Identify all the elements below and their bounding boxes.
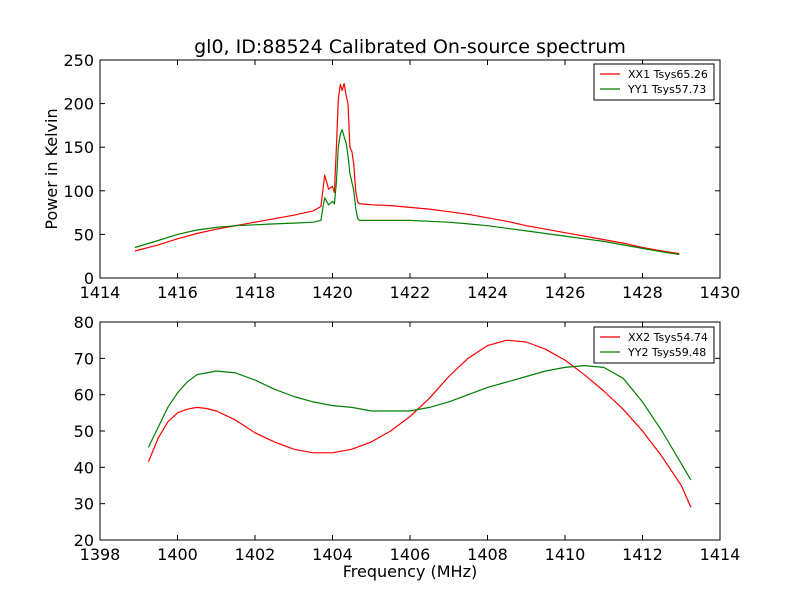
x-tick-label: 1426: [545, 283, 586, 302]
y-tick-label: 250: [63, 51, 94, 70]
y-tick-label: 200: [63, 95, 94, 114]
legend-box: [593, 63, 715, 101]
plot-frame: [99, 59, 721, 279]
y-tick-label: 80: [74, 313, 94, 332]
x-tick-label: 1402: [235, 545, 276, 564]
x-tick-label: 1428: [622, 283, 663, 302]
series-line-xx: [147, 339, 692, 508]
legend: XX1 Tsys65.26 YY1 Tsys57.73: [593, 63, 715, 101]
x-tick-label: 1412: [622, 545, 663, 564]
legend: XX2 Tsys54.74 YY2 Tsys59.48: [593, 326, 715, 364]
y-tick-label: 50: [74, 422, 94, 441]
x-tick-label: 1414: [700, 545, 741, 564]
series-line-yy: [147, 365, 692, 481]
x-tick-label: 1408: [467, 545, 508, 564]
top-panel: 1414 1416 1418 1420 1422 1424 1426 1428 1430 0 50 1…: [42, 51, 740, 302]
x-tick-label: 1400: [157, 545, 198, 564]
legend-entry: XX1 Tsys65.26: [628, 68, 708, 81]
series-line-yy: [134, 129, 680, 256]
x-tick-label: 1420: [312, 283, 353, 302]
legend-entry: YY2 Tsys59.48: [627, 346, 706, 359]
x-tick-label: 1416: [157, 283, 198, 302]
series-line-xx: [134, 82, 680, 255]
y-tick-label: 150: [63, 138, 94, 157]
y-tick-label: 70: [74, 349, 94, 368]
y-axis-label: Power in Kelvin: [42, 108, 61, 229]
y-tick-label: 40: [74, 458, 94, 477]
y-tick-label: 60: [74, 386, 94, 405]
chart-title: gl0, ID:88524 Calibrated On-source spect…: [194, 36, 626, 58]
x-tick-label: 1422: [390, 283, 431, 302]
y-tick-label: 30: [74, 495, 94, 514]
y-tick-label: 20: [74, 531, 94, 550]
x-tick-label: 1404: [312, 545, 353, 564]
x-tick-label: 1418: [235, 283, 276, 302]
x-tick-label: 1410: [545, 545, 586, 564]
x-tick-label: 1406: [390, 545, 431, 564]
legend-entry: YY1 Tsys57.73: [627, 83, 706, 96]
y-tick-label: 0: [84, 269, 94, 288]
plot-frame: [99, 321, 721, 541]
x-tick-label: 1430: [700, 283, 741, 302]
y-tick-label: 50: [74, 225, 94, 244]
x-tick-label: 1398: [80, 545, 121, 564]
x-tick-label: 1424: [467, 283, 508, 302]
y-tick-label: 100: [63, 182, 94, 201]
legend-entry: XX2 Tsys54.74: [628, 331, 708, 344]
legend-box: [593, 326, 715, 364]
x-axis-label: Frequency (MHz): [343, 562, 477, 581]
x-tick-label: 1414: [80, 283, 121, 302]
bottom-panel: 1398 1400 1402 1404 1406 1408 1410 1412 1414 20 30…: [74, 313, 741, 581]
